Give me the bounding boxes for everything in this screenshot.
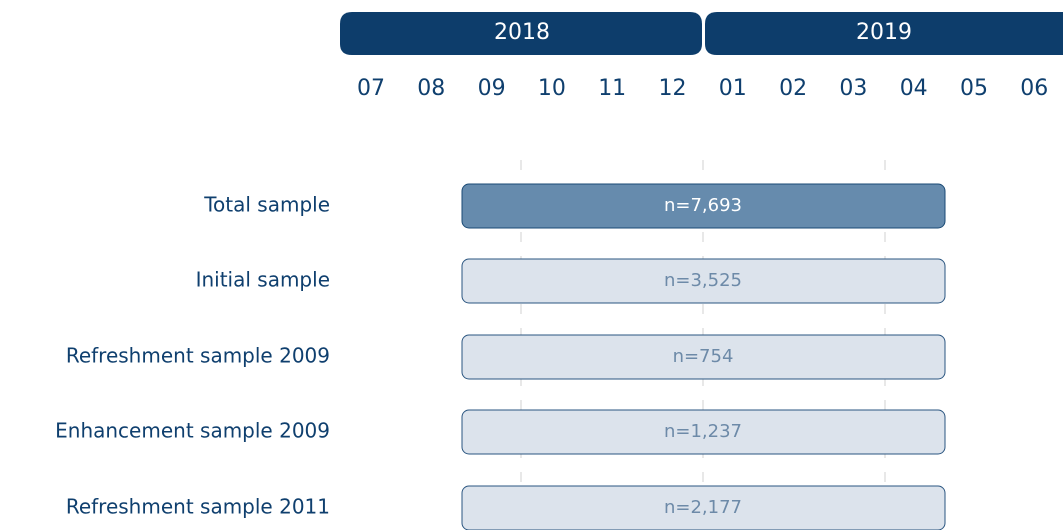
month-label: 12 <box>659 76 687 101</box>
month-label: 10 <box>538 76 566 101</box>
month-label: 02 <box>779 76 807 101</box>
year-band <box>705 12 1063 55</box>
sample-bar <box>461 183 946 229</box>
row-label: Total sample <box>203 193 330 217</box>
sample-count: n=1,237 <box>664 421 742 442</box>
row-label: Refreshment sample 2011 <box>66 495 330 519</box>
year-band <box>340 12 702 55</box>
row-label: Initial sample <box>196 268 330 292</box>
month-label: 01 <box>719 76 747 101</box>
sample-count: n=7,693 <box>664 195 742 216</box>
row-label: Enhancement sample 2009 <box>55 419 330 443</box>
row-label: Refreshment sample 2009 <box>66 344 330 368</box>
month-label: 07 <box>357 76 385 101</box>
sample-count: n=2,177 <box>664 497 742 518</box>
year-label: 2018 <box>494 20 550 45</box>
sample-count: n=754 <box>673 346 734 367</box>
month-label: 08 <box>417 76 445 101</box>
sample-count: n=3,525 <box>664 270 742 291</box>
sample-bar <box>461 485 946 530</box>
year-label: 2019 <box>856 20 912 45</box>
month-label: 11 <box>598 76 626 101</box>
sample-bar <box>461 409 946 455</box>
sample-bar <box>461 258 946 304</box>
month-label: 06 <box>1020 76 1048 101</box>
sample-bar <box>461 334 946 380</box>
month-label: 04 <box>900 76 928 101</box>
month-label: 03 <box>839 76 867 101</box>
month-label: 05 <box>960 76 988 101</box>
month-label: 09 <box>478 76 506 101</box>
